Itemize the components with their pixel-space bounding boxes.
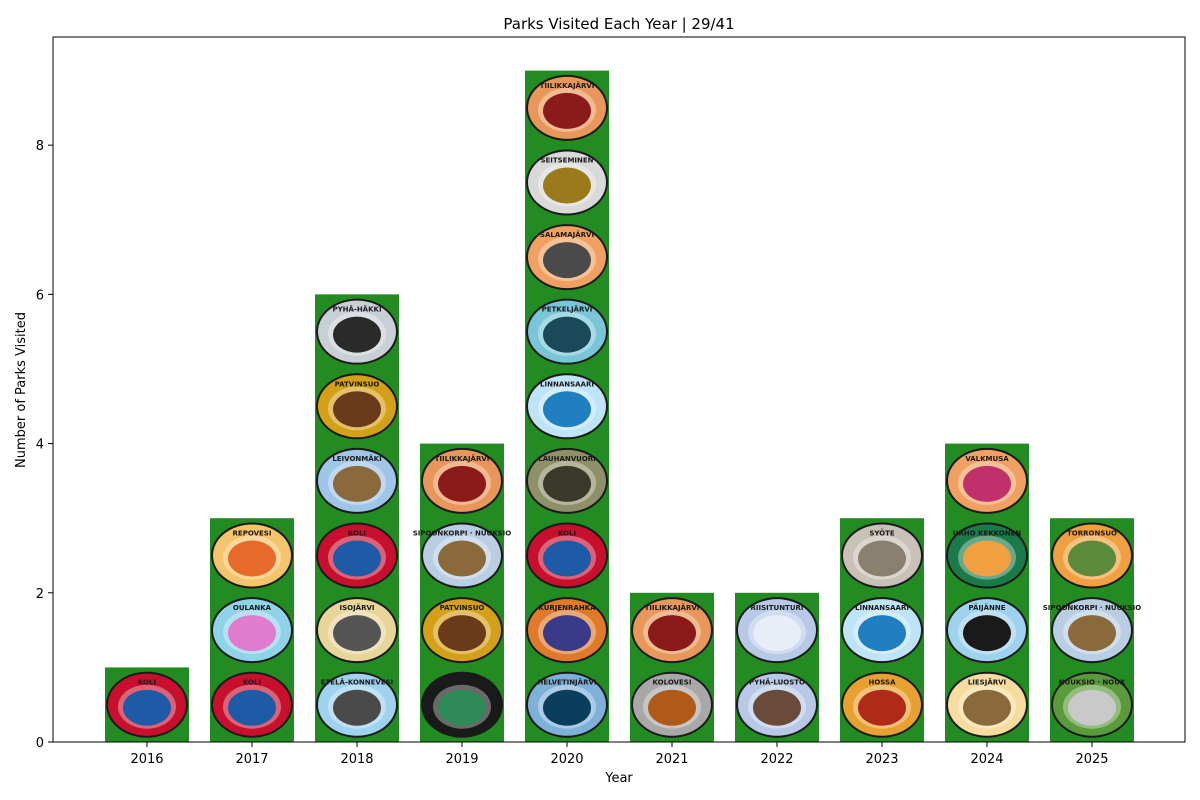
y-axis: 0 2 4 6 8 xyxy=(36,139,53,751)
park-badge-name: LIESJÄRVI xyxy=(968,678,1006,687)
park-badge-name: PYHÄ-LUOSTO xyxy=(749,678,805,687)
park-badge: TORRONSUO xyxy=(1051,522,1133,589)
park-badge-name: SYÖTE xyxy=(869,528,895,537)
park-badge: PÄIJÄNNE xyxy=(946,597,1028,664)
park-badge-name: HIIDENPORTTI xyxy=(434,679,490,687)
park-badge-name: HOSSA xyxy=(869,679,897,687)
park-badge-name: LEIVONMÄKI xyxy=(332,454,381,463)
x-tick-label: 2024 xyxy=(970,752,1003,767)
park-badge: URHO KEKKONEN xyxy=(946,522,1028,589)
park-badge: LINNANSAARI xyxy=(526,373,608,440)
y-tick-label: 4 xyxy=(36,438,44,453)
x-tick-label: 2021 xyxy=(655,752,688,767)
park-badge: HELVETINJÄRVI xyxy=(526,671,608,738)
park-badge: SEITSEMINEN xyxy=(526,149,608,216)
park-badge-name: LINNANSAARI xyxy=(855,604,909,612)
x-tick-label: 2019 xyxy=(445,752,478,767)
park-badge: SYÖTE xyxy=(841,522,923,589)
park-badge: OULANKA xyxy=(211,597,293,664)
park-badge-name: TORRONSUO xyxy=(1067,529,1117,537)
park-badge: PYHÄ-HÄKKI xyxy=(316,298,398,365)
park-badge-name: PATVINSUO xyxy=(335,380,380,388)
park-badge: KOLI xyxy=(316,522,398,589)
park-badge: ISOJÄRVI xyxy=(316,597,398,664)
park-badge: PETKELJÄRVI xyxy=(526,298,608,365)
park-badge: TIILIKKAJÄRVI xyxy=(631,597,713,664)
park-badge: REPOVESI xyxy=(211,522,293,589)
park-badge-name: ISOJÄRVI xyxy=(339,603,374,612)
bar-2018 xyxy=(315,294,399,742)
y-tick-label: 0 xyxy=(36,736,44,751)
park-badge-name: LINNANSAARI xyxy=(540,380,594,388)
park-badge-name: PETKELJÄRVI xyxy=(542,305,593,314)
park-badge: KOLI xyxy=(211,671,293,738)
park-badge: LAUHANVUORI xyxy=(526,447,608,514)
park-badge: LINNANSAARI xyxy=(841,597,923,664)
park-badge: KOLI xyxy=(106,671,188,738)
park-badge: KURJENRAHKA xyxy=(526,597,608,664)
park-badge-name: KOLI xyxy=(558,529,576,537)
park-badge: PYHÄ-LUOSTO xyxy=(736,671,818,738)
park-badge: RIISITUNTURI xyxy=(736,597,818,664)
park-badge: SALAMAJÄRVI xyxy=(526,224,608,291)
badges-group: KOLI KOLI OULANKA REPOVESI EТЕLÄ-KONNEVESI IS… xyxy=(106,74,1142,738)
park-badge-name: URHO KEKKONEN xyxy=(953,529,1022,537)
park-badge-name: KOLOVESI xyxy=(653,679,692,687)
park-badge-name: TIILIKKAJÄRVI xyxy=(435,454,490,463)
park-badge-name: EТЕLÄ-KONNEVESI xyxy=(321,678,394,687)
park-badge: VALKMUSA xyxy=(946,447,1028,514)
park-badge-name: KOLI xyxy=(243,679,261,687)
x-tick-label: 2023 xyxy=(865,752,898,767)
y-axis-label: Number of Parks Visited xyxy=(14,312,29,468)
park-badge-name: SALAMAJÄRVI xyxy=(540,230,594,239)
x-tick-label: 2016 xyxy=(130,752,163,767)
chart-title: Parks Visited Each Year | 29/41 xyxy=(503,15,734,33)
x-tick-label: 2020 xyxy=(550,752,583,767)
park-badge: LEIVONMÄKI xyxy=(316,447,398,514)
x-tick-label: 2018 xyxy=(340,752,373,767)
plot-frame xyxy=(52,36,1186,743)
park-badge-name: LAUHANVUORI xyxy=(538,455,596,463)
park-badge: HIIDENPORTTI xyxy=(421,671,503,738)
park-badge: EТЕLÄ-KONNEVESI xyxy=(316,671,398,738)
park-badge: HOSSA xyxy=(841,671,923,738)
park-badge: NUUKSIO · NOUX xyxy=(1051,671,1133,738)
park-badge-name: HELVETINJÄRVI xyxy=(537,678,596,687)
park-badge: TIILIKKAJÄRVI xyxy=(421,447,503,514)
park-badge-name: KOLI xyxy=(348,529,366,537)
x-tick-label: 2025 xyxy=(1075,752,1108,767)
park-badge-name: KURJENRAHKA xyxy=(538,604,596,612)
park-badge: KOLOVESI xyxy=(631,671,713,738)
park-badge-name: KOLI xyxy=(138,679,156,687)
x-tick-label: 2017 xyxy=(235,752,268,767)
park-badge-name: OULANKA xyxy=(233,604,272,612)
x-axis-label: Year xyxy=(604,771,633,786)
park-badge-name: SIPOONKORPI · NUUKSIO xyxy=(413,529,512,537)
y-tick-label: 6 xyxy=(36,288,44,303)
park-badge-name: SEITSEMINEN xyxy=(540,156,593,164)
park-badge-name: RIISITUNTURI xyxy=(750,604,803,612)
park-badge-name: PATVINSUO xyxy=(440,604,485,612)
park-badge: LIESJÄRVI xyxy=(946,671,1028,738)
park-badge: SIPOONKORPI · NUUKSIO xyxy=(1043,597,1142,664)
y-tick-label: 2 xyxy=(36,587,44,602)
park-badge-name: PYHÄ-HÄKKI xyxy=(332,305,381,314)
park-badge-name: VALKMUSA xyxy=(965,455,1009,463)
park-badge-name: NUUKSIO · NOUX xyxy=(1059,679,1126,687)
park-badge: PATVINSUO xyxy=(421,597,503,664)
park-badge-name: TIILIKKAJÄRVI xyxy=(645,603,700,612)
park-badge-name: PÄIJÄNNE xyxy=(968,603,1005,612)
park-badge-name: SIPOONKORPI · NUUKSIO xyxy=(1043,604,1142,612)
park-badge: PATVINSUO xyxy=(316,373,398,440)
park-badge: TIILIKKAJÄRVI xyxy=(526,74,608,141)
park-badge-name: TIILIKKAJÄRVI xyxy=(540,81,595,90)
park-badge: SIPOONKORPI · NUUKSIO xyxy=(413,522,512,589)
y-tick-label: 8 xyxy=(36,139,44,154)
park-badge: KOLI xyxy=(526,522,608,589)
park-badge-name: REPOVESI xyxy=(233,529,272,537)
x-tick-label: 2022 xyxy=(760,752,793,767)
x-axis: 2016 2017 2018 2019 2020 2021 2022 2023 2024 2025 xyxy=(130,742,1109,767)
